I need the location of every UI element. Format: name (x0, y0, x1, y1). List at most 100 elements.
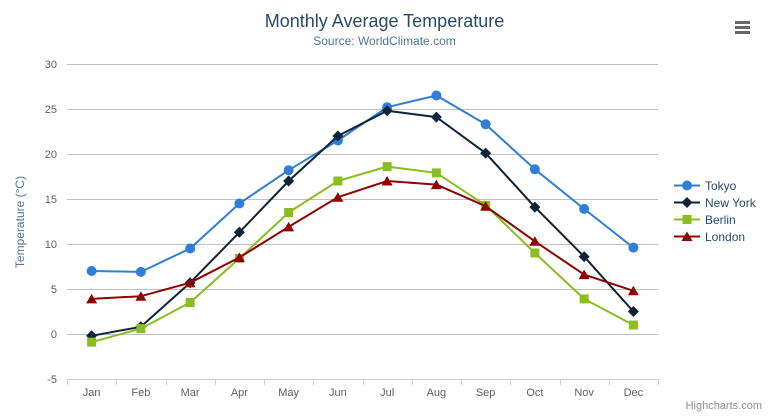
x-axis-label: Oct (526, 387, 543, 399)
x-axis-label: May (278, 387, 299, 399)
series-line-berlin (90, 165, 635, 344)
series-marker-london[interactable] (86, 293, 98, 304)
chart-legend: Tokyo New York Berlin London (674, 177, 756, 245)
series-line-london (90, 180, 635, 300)
series-marker-london[interactable] (430, 179, 442, 190)
series-marker-new-york[interactable] (430, 111, 442, 123)
legend-marker-triangle-icon (674, 231, 700, 242)
series-marker-tokyo[interactable] (579, 203, 590, 214)
series-marker-london[interactable] (184, 277, 196, 288)
series-marker-london[interactable] (529, 236, 541, 246)
series-marker-tokyo[interactable] (529, 164, 540, 175)
x-axis-label: Sep (476, 387, 496, 399)
series-marker-berlin[interactable] (431, 168, 441, 178)
series-marker-london[interactable] (578, 269, 590, 280)
y-axis-label: 0 (51, 329, 57, 341)
legend-item-label: New York (705, 195, 756, 210)
gridlines (67, 64, 658, 335)
y-axis-label: 30 (45, 59, 57, 71)
series-marker-new-york[interactable] (233, 226, 245, 238)
series-marker-tokyo[interactable] (135, 266, 146, 277)
legend-marker-diamond-icon (674, 197, 700, 208)
series-marker-new-york[interactable] (627, 306, 639, 317)
legend-item-london[interactable]: London (674, 228, 756, 245)
series-marker-berlin[interactable] (136, 324, 146, 334)
legend-marker-circle-icon (674, 180, 700, 191)
legend-item-label: Tokyo (705, 178, 737, 193)
series-marker-tokyo[interactable] (86, 266, 97, 276)
axes (67, 379, 659, 385)
series-marker-tokyo[interactable] (628, 242, 639, 253)
series-marker-london[interactable] (135, 291, 147, 301)
series-marker-berlin[interactable] (333, 176, 343, 186)
hamburger-bar (735, 26, 750, 29)
series-marker-new-york[interactable] (578, 251, 590, 263)
chart-subtitle: Source: WorldClimate.com (313, 34, 456, 48)
y-axis-label: 5 (51, 284, 57, 296)
series-marker-berlin[interactable] (628, 320, 638, 330)
series-line-new-york (90, 109, 635, 337)
series-marker-berlin[interactable] (284, 208, 294, 217)
legend-item-berlin[interactable]: Berlin (674, 211, 756, 228)
series-marker-new-york[interactable] (381, 105, 393, 117)
y-axis-labels: -5 0 5 10 15 20 25 30 (45, 59, 57, 386)
series-marker-berlin[interactable] (185, 298, 195, 307)
x-axis-label: Feb (131, 387, 150, 399)
series-marker-new-york[interactable] (332, 130, 344, 142)
y-axis-title: Temperature (°C) (13, 176, 27, 268)
series-tokyo (86, 90, 639, 277)
x-axis-label: Aug (427, 387, 447, 399)
series-marker-london[interactable] (283, 221, 295, 232)
series-marker-tokyo[interactable] (480, 119, 491, 130)
series-marker-berlin[interactable] (530, 248, 540, 258)
y-axis-label: 20 (45, 149, 57, 161)
series-marker-tokyo[interactable] (234, 198, 245, 209)
y-axis-label: 25 (45, 104, 57, 116)
series-marker-berlin[interactable] (579, 294, 589, 304)
series-marker-berlin[interactable] (382, 162, 392, 172)
y-axis-label: 15 (45, 194, 57, 206)
x-axis-label: Mar (181, 387, 200, 399)
legend-item-label: Berlin (705, 212, 736, 227)
x-axis-labels: Jan Feb Mar Apr May Jun Jul Aug Sep Oct Nov Dec (83, 387, 644, 399)
x-axis-label: Nov (574, 387, 594, 399)
hamburger-bar (735, 21, 750, 24)
series-marker-new-york[interactable] (283, 175, 295, 187)
legend-marker-square-icon (674, 215, 700, 224)
legend-item-new-york[interactable]: New York (674, 194, 756, 211)
x-axis-label: Apr (231, 387, 248, 399)
x-axis-label: Dec (624, 387, 644, 399)
series-marker-london[interactable] (627, 285, 639, 296)
legend-symbol[interactable] (681, 231, 693, 242)
series-marker-tokyo[interactable] (283, 165, 294, 176)
series-marker-london[interactable] (233, 252, 245, 263)
series-marker-new-york[interactable] (480, 147, 492, 159)
x-axis-label: Jul (380, 387, 394, 399)
hamburger-menu-icon[interactable] (735, 21, 750, 34)
series-new-york (86, 105, 639, 342)
x-axis-label: Jun (329, 387, 347, 399)
series-marker-london[interactable] (381, 176, 393, 186)
series-marker-tokyo[interactable] (431, 90, 442, 101)
legend-item-label: London (705, 229, 746, 244)
series-line-tokyo (90, 94, 635, 273)
series-marker-new-york[interactable] (529, 201, 541, 213)
legend-symbol[interactable] (681, 197, 693, 208)
y-axis-label: 10 (45, 239, 57, 251)
highcharts-credits[interactable]: Highcharts.com (685, 400, 762, 412)
series-group (86, 90, 639, 347)
series-marker-london[interactable] (332, 192, 344, 202)
series-marker-london[interactable] (480, 201, 492, 211)
chart-title: Monthly Average Temperature (264, 11, 505, 31)
hamburger-bar (735, 31, 750, 34)
legend-item-tokyo[interactable]: Tokyo (674, 177, 756, 194)
series-london (86, 176, 639, 304)
x-axis-label: Jan (83, 387, 101, 399)
series-marker-berlin[interactable] (87, 337, 97, 347)
y-axis-label: -5 (47, 374, 57, 386)
series-marker-tokyo[interactable] (185, 243, 196, 254)
legend-symbol[interactable] (682, 215, 692, 224)
legend-symbol[interactable] (682, 180, 692, 191)
